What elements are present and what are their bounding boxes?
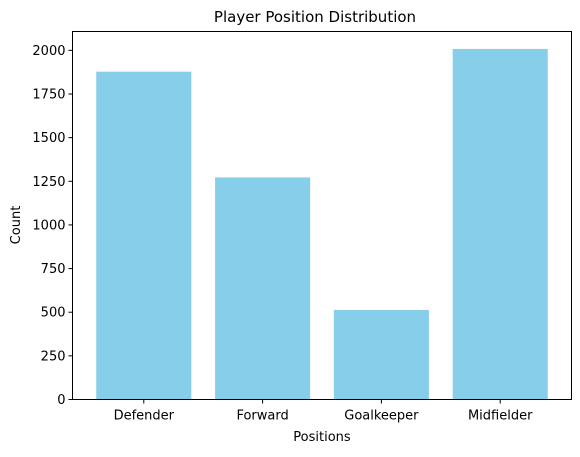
y-axis-ticks: 0 250 500 750 1000 1250 1500 1750 2000 — [32, 44, 73, 408]
bars-group — [96, 48, 548, 400]
x-tick-label: Forward — [236, 409, 288, 424]
bar-midfielder — [452, 48, 548, 400]
y-tick-label: 500 — [41, 306, 66, 321]
x-tick-label: Goalkeeper — [344, 409, 419, 424]
y-tick-label: 750 — [41, 262, 66, 277]
x-tick-label: Midfielder — [468, 409, 533, 424]
y-tick-label: 2000 — [32, 44, 65, 59]
bar-forward — [215, 177, 311, 400]
y-tick-label: 1750 — [32, 87, 65, 102]
x-axis-label: Positions — [293, 430, 351, 445]
bar-goalkeeper — [333, 309, 429, 400]
y-tick-label: 250 — [41, 349, 66, 364]
bar-defender — [96, 71, 192, 400]
x-axis-ticks: Defender Forward Goalkeeper Midfielder — [114, 399, 533, 424]
y-tick-label: 1000 — [32, 218, 65, 233]
y-axis-label: Count — [9, 206, 24, 245]
y-tick-label: 1250 — [32, 175, 65, 190]
plot-frame — [72, 31, 572, 400]
chart-title: Player Position Distribution — [214, 8, 416, 26]
y-tick-label: 1500 — [32, 131, 65, 146]
y-tick-label: 0 — [57, 393, 65, 408]
x-tick-label: Defender — [114, 409, 175, 424]
